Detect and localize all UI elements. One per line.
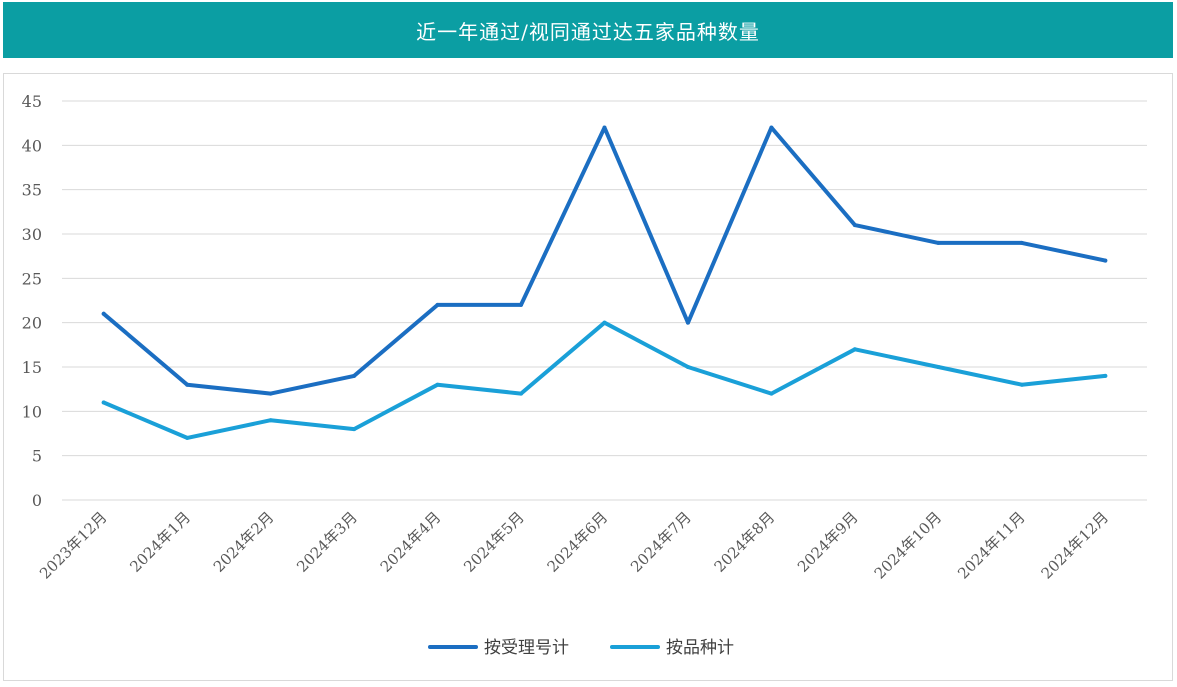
x-tick-label: 2024年9月: [794, 508, 862, 576]
series-1-point: [936, 240, 941, 245]
series-1-point: [268, 391, 273, 396]
y-tick-label: 30: [22, 225, 42, 244]
series-2-point: [685, 365, 690, 369]
legend-label-1: 按受理号计: [484, 638, 569, 658]
x-tick-label: 2024年6月: [544, 508, 612, 576]
series-1-point: [185, 382, 190, 387]
chart-title-banner: 近一年通过/视同通过达五家品种数量: [3, 2, 1173, 58]
y-tick-label: 0: [32, 491, 42, 510]
series-1-point: [1103, 258, 1108, 263]
y-tick-label: 40: [22, 136, 42, 155]
series-1-point: [685, 320, 690, 325]
series-line-2: [101, 320, 1108, 440]
series-1-point: [852, 223, 857, 228]
y-tick-label: 10: [22, 402, 42, 421]
series-line-1: [101, 125, 1108, 396]
x-tick-label: 2024年5月: [460, 508, 528, 576]
y-tick-label: 45: [22, 92, 42, 111]
series-1-point: [602, 125, 607, 130]
x-tick-label: 2023年12月: [36, 508, 110, 582]
x-tick-label: 2024年7月: [627, 508, 695, 576]
series-2-point: [352, 427, 357, 432]
x-tick-label: 2024年1月: [126, 508, 194, 576]
series-2-point: [268, 418, 273, 423]
chart-frame: [3, 73, 1173, 681]
series-2-point: [1103, 373, 1108, 378]
series-1-point: [435, 302, 440, 307]
series-2-point: [936, 365, 941, 369]
x-tick-label: 2024年2月: [210, 508, 278, 576]
x-tick-label: 2024年10月: [871, 508, 945, 582]
y-tick-label: 20: [22, 314, 42, 333]
series-1-point: [352, 373, 357, 378]
y-tick-label: 15: [22, 358, 42, 377]
y-tick-label: 35: [22, 181, 42, 200]
series-1-point: [519, 302, 524, 307]
series-1-point: [1019, 240, 1024, 245]
series-2-point: [1019, 382, 1024, 387]
series-2-point: [602, 320, 607, 325]
series-2-point: [435, 382, 440, 387]
x-tick-label: 2024年12月: [1038, 508, 1112, 582]
legend-label-2: 按品种计: [666, 638, 734, 658]
series-2-point: [852, 347, 857, 352]
y-tick-label: 25: [22, 269, 42, 288]
y-tick-label: 5: [32, 447, 42, 466]
x-tick-label: 2024年8月: [711, 508, 779, 576]
x-tick-label: 2024年3月: [293, 508, 361, 576]
series-1-point: [769, 125, 774, 130]
x-tick-label: 2024年11月: [954, 508, 1028, 582]
series-2-point: [769, 391, 774, 396]
series-2-point: [519, 391, 524, 396]
x-tick-label: 2024年4月: [377, 508, 445, 576]
chart-title: 近一年通过/视同通过达五家品种数量: [416, 19, 760, 44]
series-1-point: [101, 311, 106, 316]
series-2-point: [101, 400, 106, 405]
series-2-point: [185, 435, 190, 440]
